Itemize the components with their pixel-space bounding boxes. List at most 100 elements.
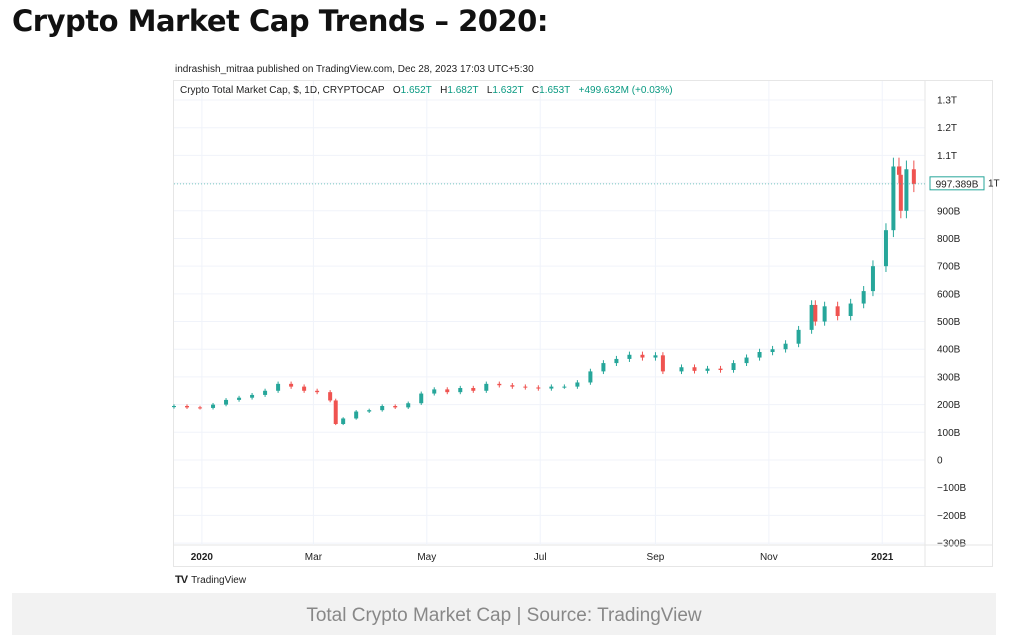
x-tick-label: Jul <box>534 552 547 563</box>
y-tick-label: 1T <box>988 179 1000 190</box>
candle-body <box>896 166 901 175</box>
candle-body <box>904 169 909 211</box>
y-tick-label: −100B <box>937 483 967 494</box>
y-tick-label: 500B <box>937 317 961 328</box>
candle-body <box>523 386 528 388</box>
candle-body <box>549 386 554 389</box>
y-tick-label: 1.1T <box>937 151 957 162</box>
candle-body <box>341 418 346 425</box>
candle-body <box>705 368 710 371</box>
candle-body <box>510 385 515 387</box>
candle-body <box>380 406 385 411</box>
candle-body <box>883 230 888 267</box>
low-value: 1.632T <box>492 85 524 96</box>
candle-body <box>601 363 606 372</box>
ohlc-legend: Crypto Total Market Cap, $, 1D, CRYPTOCA… <box>180 85 673 96</box>
candle-body <box>562 386 567 388</box>
y-tick-label: 200B <box>937 400 961 411</box>
x-tick-label: Nov <box>760 552 778 563</box>
close-value: 1.653T <box>539 85 571 96</box>
candle-body <box>419 393 424 404</box>
candle-body <box>484 383 489 391</box>
candle-body <box>744 357 749 364</box>
candle-body <box>891 166 896 231</box>
y-tick-label: −200B <box>937 511 967 522</box>
x-tick-label: Mar <box>305 552 323 563</box>
chart-frame[interactable] <box>173 80 993 567</box>
last-price-label: 997.389B <box>936 179 979 190</box>
candle-body <box>848 303 853 317</box>
high-value: 1.682T <box>447 85 479 96</box>
page-title: Crypto Market Cap Trends – 2020: <box>12 4 548 38</box>
tradingview-logo-icon: TV <box>175 574 188 586</box>
candle-body <box>653 355 658 358</box>
candle-body <box>796 329 801 344</box>
x-tick-label: 2021 <box>871 552 894 563</box>
candle-body <box>614 358 619 364</box>
logo-text: TradingView <box>191 574 247 586</box>
high-label: H <box>440 85 448 96</box>
candle-body <box>835 306 840 317</box>
candle-body <box>393 406 398 408</box>
candle-body <box>354 411 359 419</box>
candle-body <box>333 400 338 425</box>
symbol-label: Crypto Total Market Cap, $, 1D, CRYPTOCA… <box>180 85 385 96</box>
figure-caption: Total Crypto Market Cap | Source: Tradin… <box>12 593 996 635</box>
open-label: O <box>392 85 401 96</box>
candle-body <box>185 406 190 408</box>
candle-body <box>250 394 255 398</box>
candle-body <box>813 304 818 322</box>
candle-body <box>718 368 723 371</box>
candle-body <box>276 383 281 391</box>
candle-body <box>588 371 593 383</box>
candle-body <box>898 174 903 211</box>
tradingview-logo[interactable]: TV TradingView <box>175 574 246 586</box>
candle-body <box>432 389 437 394</box>
y-tick-label: −300B <box>937 539 967 550</box>
y-tick-label: 400B <box>937 345 961 356</box>
y-tick-label: 1.3T <box>937 96 957 107</box>
y-tick-label: 1.2T <box>937 123 957 134</box>
candle-body <box>861 291 866 304</box>
candle-body <box>289 383 294 387</box>
candle-body <box>172 406 176 408</box>
candle-body <box>911 169 916 184</box>
publisher-line: indrashish_mitraa published on TradingVi… <box>175 64 534 75</box>
candle-body <box>770 349 775 353</box>
candle-body <box>731 363 736 371</box>
candle-body <box>679 367 684 372</box>
candle-body <box>263 390 268 395</box>
close-label: C <box>531 85 540 96</box>
y-tick-label: 600B <box>937 289 961 300</box>
candle-body <box>536 387 541 389</box>
y-tick-label: 700B <box>937 262 961 273</box>
y-tick-label: 900B <box>937 206 961 217</box>
candle-body <box>783 343 788 350</box>
candle-body <box>302 386 307 391</box>
x-tick-label: 2020 <box>191 552 214 563</box>
candle-body <box>237 397 242 400</box>
candle-body <box>640 354 645 358</box>
candle-body <box>660 355 665 372</box>
low-label: L <box>486 85 493 96</box>
y-tick-label: 0 <box>937 456 943 467</box>
candle-body <box>198 407 203 409</box>
candle-body <box>471 388 476 391</box>
y-tick-label: 800B <box>937 234 961 245</box>
candle-body <box>692 367 697 371</box>
candle-body <box>445 389 450 393</box>
candle-body <box>315 390 320 393</box>
candle-body <box>822 306 827 322</box>
open-value: 1.652T <box>400 85 432 96</box>
candle-body <box>627 354 632 359</box>
candle-body <box>757 352 762 358</box>
candle-body <box>406 403 411 408</box>
candle-body <box>211 404 216 408</box>
x-tick-label: May <box>417 552 436 563</box>
candle-body <box>575 382 580 387</box>
candle-body <box>367 410 372 412</box>
y-tick-label: 300B <box>937 372 961 383</box>
candle-body <box>497 383 502 386</box>
candle-body <box>224 399 229 405</box>
